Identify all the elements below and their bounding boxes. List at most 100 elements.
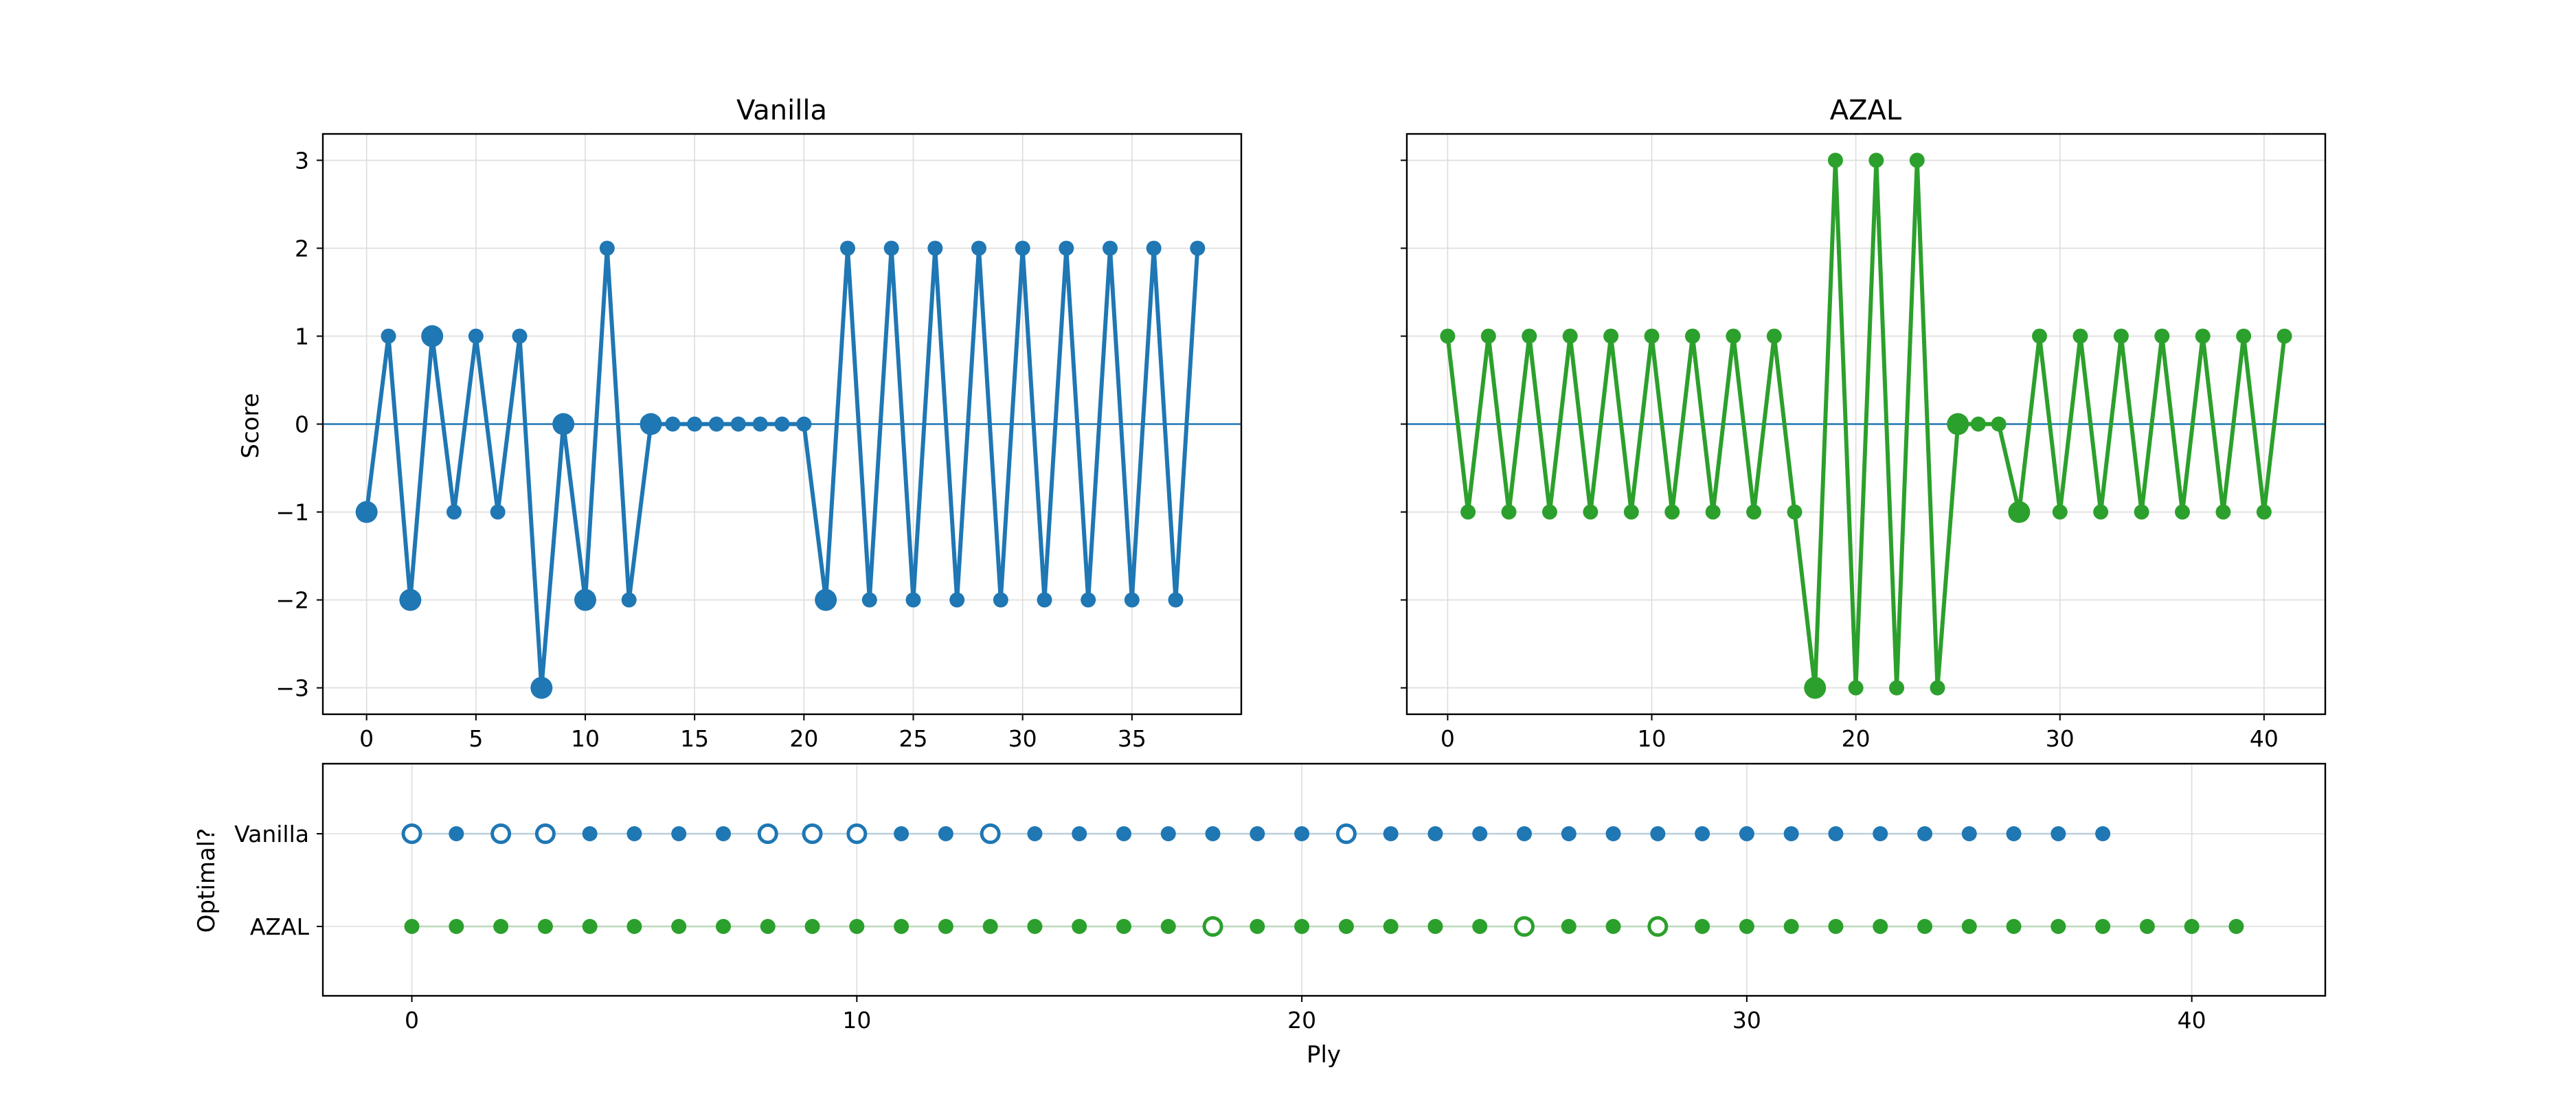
azal-score-point (1644, 328, 1660, 344)
azal-optimal-marker (1783, 919, 1799, 934)
row-label: AZAL (250, 913, 310, 940)
vanilla-score-point (730, 416, 746, 432)
azal-score-point (2032, 328, 2048, 344)
vanilla-optimal-marker (1160, 826, 1176, 841)
azal-suboptimal-marker (1514, 916, 1535, 937)
azal-optimal-marker (1027, 919, 1043, 934)
y-tick-label: 3 (295, 147, 309, 174)
vanilla-optimal-marker (1695, 826, 1710, 841)
vanilla-optimal-marker (1205, 826, 1221, 841)
azal-optimal-marker (1605, 919, 1621, 934)
vanilla-optimal-marker (449, 826, 464, 841)
azal-score-panel: AZAL 0 10 20 30 40 (1401, 95, 2327, 752)
azal-optimal-marker (716, 919, 731, 934)
azal-score-point (1804, 676, 1827, 699)
vanilla-score-point (949, 592, 965, 608)
azal-score-point (1848, 680, 1864, 696)
azal-score-point (1889, 680, 1905, 696)
azal-score-point (1827, 152, 1843, 168)
azal-score-point (2256, 504, 2272, 520)
azal-optimal-marker (1250, 919, 1265, 934)
azal-optimal-marker (626, 919, 642, 934)
vanilla-optimal-marker (1605, 826, 1621, 841)
vanilla-optimal-marker (1383, 826, 1399, 841)
x-tick-label: 40 (2178, 1007, 2206, 1034)
vanilla-score-point (1146, 240, 1162, 256)
vanilla-optimal-marker (2050, 826, 2066, 841)
azal-optimal-marker (1116, 919, 1131, 934)
azal-score-point (1603, 328, 1619, 344)
vanilla-optimal-marker (1294, 826, 1310, 841)
x-tick-label: 10 (1638, 725, 1667, 752)
azal-optimal-marker (1561, 919, 1577, 934)
x-tick-label: 0 (405, 1007, 419, 1034)
azal-optimal-marker (1338, 919, 1354, 934)
vanilla-suboptimal-marker (1335, 823, 1357, 844)
optimality-panel: Optimal? Ply 0 10 20 30 40 Vanilla AZAL (193, 762, 2327, 1069)
azal-score-point (1766, 328, 1782, 344)
azal-optimal-marker (1427, 919, 1443, 934)
azal-optimal-marker (982, 919, 998, 934)
azal-score-point (2215, 504, 2231, 520)
vanilla-score-point (381, 328, 396, 344)
azal-optimal-marker (449, 919, 464, 934)
azal-optimal-marker (493, 919, 509, 934)
azal-score-point (2134, 504, 2149, 520)
azal-optimal-marker (1072, 919, 1087, 934)
azal-score-point (1541, 504, 1557, 520)
optimal-axis-label: Optimal? (193, 828, 221, 933)
azal-optimal-marker (804, 919, 820, 934)
azal-optimal-marker (1917, 919, 1932, 934)
azal-optimal-marker (1961, 919, 1977, 934)
vanilla-optimal-marker (1027, 826, 1043, 841)
vanilla-score-point (993, 592, 1008, 608)
azal-score-point (1480, 328, 1496, 344)
vanilla-score-point (971, 240, 986, 256)
vanilla-score-point (421, 325, 444, 348)
vanilla-score-point (1037, 592, 1052, 608)
y-tick-label: 2 (295, 235, 309, 262)
azal-score-point (1460, 504, 1476, 520)
optimality-plot-frame (321, 762, 2327, 997)
vanilla-score-point (447, 504, 462, 520)
azal-score-point (1909, 152, 1925, 168)
vanilla-score-point (752, 416, 768, 432)
vanilla-optimal-marker (1561, 826, 1577, 841)
vanilla-optimal-marker (938, 826, 953, 841)
vanilla-optimal-marker (2095, 826, 2111, 841)
vanilla-score-point (883, 240, 899, 256)
azal-optimal-marker (1294, 919, 1310, 934)
vanilla-score-point (512, 328, 528, 344)
vanilla-score-panel: Vanilla Score 0 5 10 15 20 25 30 35 −3 −2 −1 0 1 2 3 (237, 95, 1243, 752)
azal-score-line (1445, 158, 2287, 690)
azal-score-point (1868, 152, 1884, 168)
y-tick-label: −2 (275, 587, 309, 614)
vanilla-score-point (574, 589, 596, 611)
vanilla-score-point (1081, 592, 1096, 608)
azal-optimal-marker (2228, 919, 2244, 934)
azal-optimal-marker (537, 919, 553, 934)
x-tick-label: 15 (680, 725, 709, 752)
x-tick-label: 20 (789, 725, 818, 752)
vanilla-score-point (1190, 240, 1206, 256)
vanilla-suboptimal-marker (757, 823, 778, 844)
vanilla-optimal-marker (1472, 826, 1488, 841)
azal-score-point (1746, 504, 1762, 520)
azal-score-point (2276, 328, 2292, 344)
azal-optimal-marker (849, 919, 865, 934)
vanilla-optimal-marker (582, 826, 598, 841)
vanilla-score-point (490, 504, 506, 520)
row-label: Vanilla (234, 821, 309, 847)
azal-score-point (1583, 504, 1598, 520)
azal-optimal-marker (1472, 919, 1488, 934)
azal-optimal-marker (1160, 919, 1176, 934)
azal-optimal-marker (671, 919, 687, 934)
vanilla-score-point (815, 589, 837, 611)
azal-optimal-marker (2050, 919, 2066, 934)
ply-axis-label: Ply (1307, 1041, 1341, 1069)
vanilla-optimal-marker (894, 826, 909, 841)
azal-score-point (1787, 504, 1803, 520)
azal-score-point (2195, 328, 2211, 344)
x-tick-label: 20 (1842, 725, 1871, 752)
